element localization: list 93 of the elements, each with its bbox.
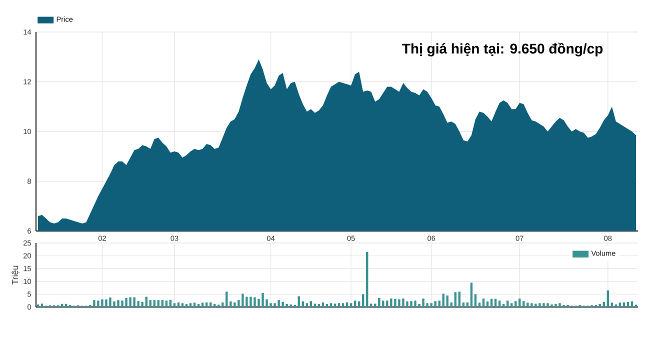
annotation: Thị giá hiện tại: 9.650 đồng/cp [402,42,603,56]
bar [510,303,513,307]
bar [133,297,136,307]
bar [506,300,509,307]
bar [129,297,132,307]
bar [314,304,316,307]
bar [454,292,457,307]
bar [514,301,517,307]
bar [230,301,232,307]
bar [334,304,336,307]
bar [153,300,156,307]
bar [374,304,376,307]
bar [193,302,196,307]
bar [354,300,356,307]
bar [414,300,416,307]
bar [286,304,288,307]
bar [113,301,116,307]
bar [546,303,549,307]
bar [121,300,124,307]
bar [498,300,501,307]
bar [362,294,364,307]
bar [446,295,448,307]
bar [394,298,396,307]
bar [474,294,477,307]
bar [438,300,440,307]
bar [378,298,380,307]
bar [530,303,533,307]
bar [298,296,300,307]
bar [250,296,252,307]
bar [157,300,160,307]
bar [165,300,168,307]
bar [93,300,96,307]
bar [254,297,256,307]
bar [398,299,400,307]
bar [350,303,352,307]
bar [558,303,561,307]
bar [161,300,164,307]
bar [542,303,545,307]
bar [270,303,272,307]
bar [366,252,368,307]
bar [534,304,537,307]
bar [522,301,525,307]
bar [290,304,292,307]
bar [101,299,104,307]
bar [526,302,529,307]
y-axis-title: Triệu [12,266,20,285]
bar [189,303,192,307]
bar [97,300,100,307]
bar [40,304,44,307]
bar [410,301,412,307]
bar [109,298,112,307]
bar [338,303,340,307]
bar [282,302,284,307]
bar [442,294,444,307]
bar [554,304,557,307]
bar [402,298,404,307]
bar [406,301,408,307]
bar [470,282,473,307]
bar [390,298,392,307]
bar [370,304,372,307]
bar [538,303,541,307]
bar [278,300,280,307]
bar [618,302,622,307]
bar [342,303,344,307]
bar [610,302,614,307]
bar [422,298,424,307]
bar [382,300,384,307]
bar [226,292,228,307]
bar [201,302,204,307]
bar [246,296,248,307]
bar [105,299,108,307]
bar [117,300,120,307]
bar [274,303,276,307]
bar [173,303,176,307]
bar [550,304,553,307]
bar [306,303,308,307]
bar [606,290,610,307]
bar [478,302,481,307]
bar [234,302,236,307]
bar [458,292,461,307]
bar [310,301,312,307]
bar [482,298,485,307]
bar [125,298,128,307]
bar [430,303,432,307]
bar [518,298,521,307]
bar [262,292,264,307]
bar [137,301,140,307]
bar [149,300,152,307]
bar [181,303,184,307]
bar [242,294,244,307]
bar [434,301,436,307]
bar [386,300,388,307]
bar [330,303,332,307]
